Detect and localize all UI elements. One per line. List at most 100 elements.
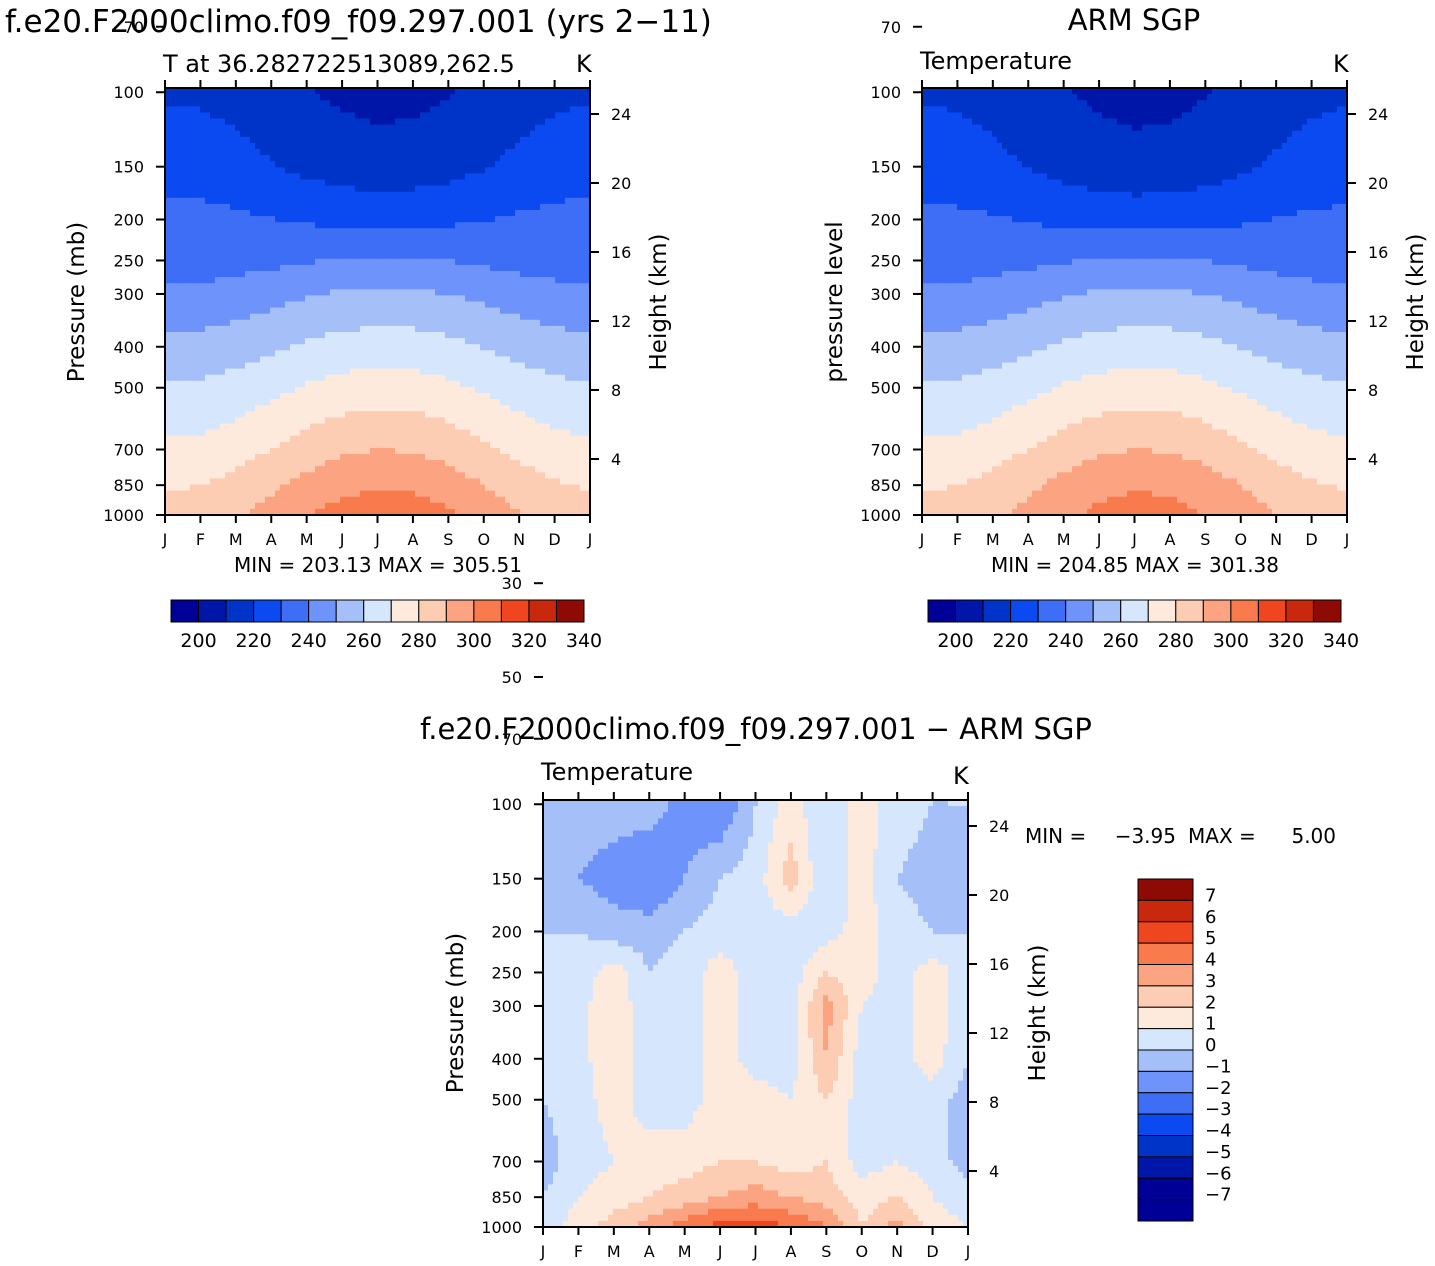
contour-cell <box>325 94 331 101</box>
contour-cell <box>565 338 571 345</box>
contour-cell <box>475 369 481 376</box>
contour-cell <box>490 155 496 162</box>
contour-cell <box>555 332 561 339</box>
contour-cell <box>495 125 501 132</box>
contour-cell <box>175 137 181 144</box>
contour-cell <box>395 222 401 229</box>
contour-cell <box>315 161 321 168</box>
contour-cell <box>475 216 481 223</box>
contour-cell <box>425 332 431 339</box>
contour-cell <box>310 344 316 351</box>
contour-cell <box>540 271 546 278</box>
contour-cell <box>245 265 251 272</box>
contour-cell <box>575 106 581 113</box>
contour-cell <box>445 228 451 235</box>
contour-cell <box>410 161 416 168</box>
contour-cell <box>520 381 526 388</box>
contour-cell <box>340 125 346 132</box>
contour-cell <box>235 112 241 119</box>
contour-cell <box>240 241 246 248</box>
contour-cell <box>170 173 176 180</box>
contour-cell <box>400 180 406 187</box>
contour-cell <box>375 363 381 370</box>
contour-cell <box>200 289 206 296</box>
contour-cell <box>295 119 301 126</box>
contour-cell <box>490 180 496 187</box>
contour-cell <box>350 308 356 315</box>
contour-cell <box>190 369 196 376</box>
contour-cell <box>480 381 486 388</box>
contour-cell <box>495 155 501 162</box>
contour-cell <box>430 204 436 211</box>
contour-cell <box>390 186 396 193</box>
contour-cell <box>225 356 231 363</box>
contour-cell <box>510 283 516 290</box>
contour-cell <box>280 314 286 321</box>
contour-cell <box>230 216 236 223</box>
contour-cell <box>505 131 511 138</box>
contour-cell <box>540 289 546 296</box>
contour-cell <box>435 143 441 150</box>
contour-cell <box>305 338 311 345</box>
contour-cell <box>460 106 466 113</box>
contour-cell <box>230 356 236 363</box>
contour-cell <box>240 192 246 199</box>
contour-cell <box>190 259 196 266</box>
contour-cell <box>470 222 476 229</box>
contour-cell <box>445 88 451 95</box>
contour-cell <box>390 308 396 315</box>
contour-cell <box>460 314 466 321</box>
contour-cell <box>460 143 466 150</box>
contour-cell <box>510 344 516 351</box>
contour-cell <box>490 326 496 333</box>
contour-cell <box>280 161 286 168</box>
contour-cell <box>310 210 316 217</box>
contour-cell <box>540 100 546 107</box>
contour-cell <box>175 314 181 321</box>
contour-cell <box>395 271 401 278</box>
contour-cell <box>440 314 446 321</box>
contour-cell <box>235 350 241 357</box>
contour-cell <box>320 167 326 174</box>
contour-cell <box>560 167 566 174</box>
contour-cell <box>285 186 291 193</box>
contour-cell <box>225 393 231 400</box>
contour-cell <box>570 314 576 321</box>
contour-cell <box>395 381 401 388</box>
contour-cell <box>320 161 326 168</box>
contour-cell <box>180 100 186 107</box>
contour-cell <box>240 228 246 235</box>
contour-cell <box>180 167 186 174</box>
contour-cell <box>335 241 341 248</box>
contour-cell <box>200 350 206 357</box>
contour-cell <box>570 308 576 315</box>
contour-cell <box>460 204 466 211</box>
contour-cell <box>260 247 266 254</box>
contour-cell <box>230 247 236 254</box>
contour-cell <box>495 216 501 223</box>
contour-cell <box>215 326 221 333</box>
contour-cell <box>575 375 581 382</box>
contour-cell <box>195 289 201 296</box>
contour-cell <box>170 314 176 321</box>
contour-cell <box>190 338 196 345</box>
contour-cell <box>520 295 526 302</box>
contour-cell <box>190 253 196 260</box>
contour-cell <box>240 338 246 345</box>
contour-cell <box>555 314 561 321</box>
contour-cell <box>400 112 406 119</box>
contour-cell <box>170 338 176 345</box>
contour-cell <box>415 186 421 193</box>
contour-cell <box>530 234 536 241</box>
contour-cell <box>260 350 266 357</box>
contour-cell <box>505 295 511 302</box>
contour-cell <box>565 332 571 339</box>
contour-cell <box>375 350 381 357</box>
contour-cell <box>500 192 506 199</box>
contour-cell <box>205 265 211 272</box>
contour-cell <box>385 369 391 376</box>
contour-cell <box>240 320 246 327</box>
contour-cell <box>485 94 491 101</box>
contour-cell <box>515 125 521 132</box>
contour-cell <box>480 125 486 132</box>
